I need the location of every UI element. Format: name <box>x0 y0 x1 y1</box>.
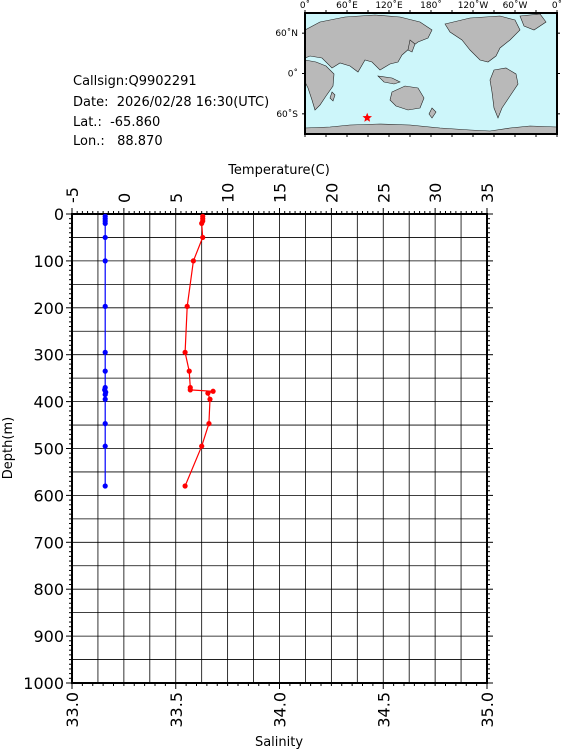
temperature-tick-label: 15 <box>271 183 290 203</box>
depth-tick-label: 400 <box>33 393 64 412</box>
data-point <box>102 303 108 309</box>
map-antarctica <box>304 123 558 135</box>
map-north-america <box>444 15 521 63</box>
map-ticks <box>302 10 560 137</box>
map-australia <box>389 85 425 111</box>
data-point <box>199 220 205 226</box>
data-point <box>206 421 212 427</box>
series-line <box>184 216 214 487</box>
callsign-text: Callsign:Q9902291 <box>73 74 197 89</box>
chart-series <box>102 213 216 489</box>
date-text: Date: 2026/02/28 16:30(UTC) <box>73 95 270 110</box>
data-point <box>199 443 205 449</box>
salinity-axis-title: Salinity <box>255 735 303 750</box>
depth-tick-label: 1000 <box>23 674 64 693</box>
data-point <box>205 390 211 396</box>
data-point <box>207 396 213 402</box>
depth-tick-label: 500 <box>33 440 64 459</box>
data-point <box>102 368 108 374</box>
depth-tick-label: 300 <box>33 346 64 365</box>
map-land <box>304 13 558 135</box>
map-indonesia <box>377 75 401 85</box>
data-point <box>182 349 188 355</box>
temperature-axis-title: Temperature(C) <box>227 163 330 178</box>
map-top-labels: 0˚ 60˚E 120˚E 180˚ 120˚W 60˚W 0˚ <box>300 0 562 11</box>
map-madagascar <box>329 91 336 102</box>
data-point <box>102 483 108 489</box>
map-left-labels: 60˚N 0˚ 60˚S <box>275 28 298 120</box>
latitude-text: Lat.: -65.860 <box>73 115 161 130</box>
map-japan <box>407 39 416 53</box>
map-africa <box>304 59 335 111</box>
temperature-tick-label: -5 <box>63 187 82 203</box>
data-point <box>102 421 108 427</box>
data-point <box>200 234 206 241</box>
data-point <box>102 391 108 398</box>
map-lon-label: 180˚ <box>420 0 442 11</box>
data-point <box>102 258 108 264</box>
temperature-tick-label: 30 <box>426 183 445 203</box>
map-lon-label: 120˚E <box>375 0 403 11</box>
depth-axis-title: Depth(m) <box>1 417 16 479</box>
map-eurasia <box>304 14 433 73</box>
map-south-america <box>489 67 519 119</box>
temperature-tick-label: 35 <box>478 183 497 203</box>
temperature-tick-label: 10 <box>219 183 238 203</box>
star-icon <box>362 112 372 122</box>
map-lat-label: 0˚ <box>288 69 298 80</box>
map-lat-label: 60˚N <box>275 28 298 39</box>
salinity-tick-label: 34.0 <box>271 692 290 728</box>
data-point <box>102 396 108 402</box>
temperature-tick-label: 5 <box>167 193 186 203</box>
data-point <box>186 368 192 374</box>
salinity-tick-label: 35.0 <box>478 692 497 728</box>
data-point <box>184 303 190 309</box>
data-point <box>102 234 108 241</box>
data-point <box>182 483 188 489</box>
salinity-tick-label: 33.5 <box>167 692 186 728</box>
map-lon-label: 0˚ <box>552 0 562 11</box>
depth-tick-label: 200 <box>33 299 64 318</box>
salinity-tick-label: 33.0 <box>63 692 82 728</box>
map-new-zealand <box>428 107 437 119</box>
chart-axes: -5 0 5 10 15 20 25 30 35 33.0 33.5 34.0 34.5 35.0 0 100… <box>23 183 497 728</box>
temperature-tick-label: 20 <box>322 183 341 203</box>
salinity-tick-label: 34.5 <box>374 692 393 728</box>
map-lat-label: 60˚S <box>276 109 298 120</box>
temperature-tick-label: 25 <box>374 183 393 203</box>
map-lon-label: 120˚W <box>458 0 489 11</box>
depth-tick-label: 600 <box>33 486 64 505</box>
depth-tick-label: 100 <box>33 252 64 271</box>
data-point <box>187 387 193 393</box>
longitude-text: Lon.: 88.870 <box>73 134 163 149</box>
data-point <box>190 258 196 264</box>
data-point <box>102 220 108 226</box>
map-lon-label: 0˚ <box>300 0 310 11</box>
data-point <box>102 349 108 355</box>
map-lon-label: 60˚E <box>336 0 358 11</box>
map-lon-label: 60˚W <box>503 0 528 11</box>
depth-tick-label: 800 <box>33 580 64 599</box>
map-greenland <box>519 13 547 31</box>
chart-grid <box>71 213 488 684</box>
depth-tick-label: 900 <box>33 627 64 646</box>
data-point <box>102 443 108 449</box>
depth-tick-label: 0 <box>54 205 64 224</box>
map-station-marker <box>362 112 372 122</box>
depth-tick-label: 700 <box>33 533 64 552</box>
data-point <box>210 388 216 394</box>
temperature-tick-label: 0 <box>115 193 134 203</box>
